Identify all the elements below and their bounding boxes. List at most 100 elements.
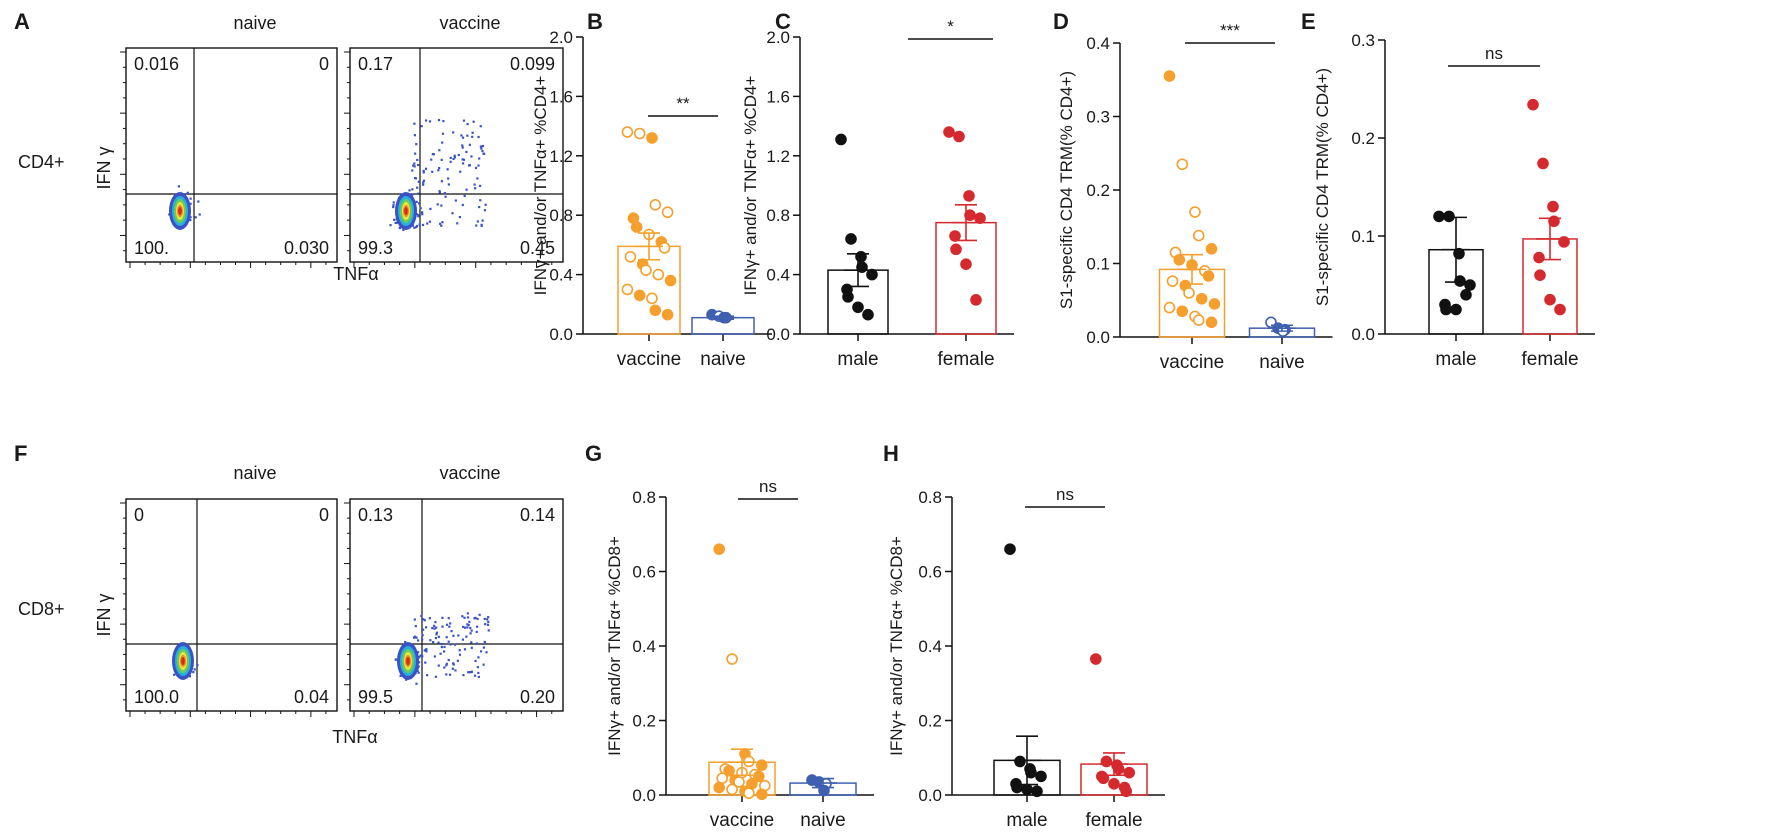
- event-dot: [422, 618, 425, 621]
- event-dot: [481, 149, 484, 153]
- figure-layer: A CD4+ IFN γ TNFα naive 0.016 0 100. 0.030 vaccin…: [14, 9, 1595, 831]
- error-bar: [1536, 217, 1564, 261]
- event-dot: [414, 625, 417, 628]
- event-dot: [428, 120, 432, 123]
- event-dot: [441, 141, 444, 144]
- flow-y-axis-label: IFN γ: [94, 147, 114, 190]
- event-dot: [418, 223, 421, 226]
- event-dot: [482, 646, 486, 649]
- event-dot: [408, 189, 411, 192]
- data-point: [1176, 158, 1189, 171]
- event-dot: [416, 158, 419, 162]
- significance-label: ***: [1220, 21, 1240, 40]
- event-dot: [442, 120, 445, 123]
- event-dot: [449, 156, 452, 160]
- bar-panel-G: G 0.0 0.2 0.4 0.6 0.8 IFNγ+ and/or TNFα+ %CD8+…: [585, 441, 874, 831]
- x-category-label: male: [1435, 349, 1476, 370]
- data-point: [1090, 653, 1102, 665]
- x-category-label: female: [937, 349, 994, 370]
- event-dot: [413, 162, 416, 165]
- event-dot: [443, 645, 446, 649]
- event-dot: [461, 203, 464, 207]
- event-dot: [462, 674, 465, 677]
- event-dot: [475, 630, 478, 634]
- y-tick-label: 0.4: [918, 637, 942, 656]
- data-point: [964, 209, 976, 221]
- event-dot: [429, 639, 432, 642]
- y-tick-label: 0.8: [918, 488, 942, 507]
- y-tick-label: 0.2: [918, 712, 942, 731]
- y-tick-label: 2.0: [549, 28, 573, 47]
- event-dot: [392, 205, 395, 209]
- event-dot: [417, 661, 421, 664]
- data-point: [1021, 783, 1033, 796]
- event-dot: [476, 617, 479, 621]
- event-dot: [392, 201, 395, 204]
- event-dot: [484, 623, 487, 626]
- error-bar: [728, 748, 756, 777]
- event-dot: [481, 144, 485, 148]
- panel-label: A: [14, 9, 30, 34]
- event-dot: [448, 625, 451, 628]
- event-dot: [421, 223, 425, 227]
- event-dot: [398, 226, 402, 229]
- data-point: [633, 127, 646, 140]
- panel-label: F: [14, 441, 27, 466]
- panel-label: H: [883, 441, 899, 466]
- y-tick-label: 0.6: [632, 563, 656, 582]
- data-point: [1035, 770, 1047, 783]
- event-dot: [454, 669, 457, 672]
- event-dot: [186, 191, 189, 194]
- event-dot: [451, 212, 454, 215]
- event-dot: [477, 135, 480, 139]
- event-dot: [430, 158, 433, 161]
- event-dot: [426, 222, 429, 225]
- event-dot: [467, 671, 470, 674]
- flow-x-axis-label: TNFα: [332, 727, 377, 747]
- data-point: [1527, 98, 1539, 111]
- data-point: [1163, 70, 1176, 82]
- event-dot: [389, 224, 392, 227]
- event-dot: [439, 222, 442, 225]
- event-dot: [452, 634, 455, 637]
- quadrant-upper-right: 0: [319, 505, 329, 525]
- density-contour: [181, 657, 185, 665]
- event-dot: [420, 614, 423, 618]
- y-tick-label: 0.2: [632, 712, 656, 731]
- x-category-label: naive: [1259, 352, 1304, 373]
- event-dot: [483, 640, 486, 644]
- event-dot: [413, 134, 416, 137]
- y-tick-label: 1.6: [549, 87, 573, 106]
- y-tick-label: 0.0: [549, 325, 573, 344]
- event-dot: [434, 675, 437, 678]
- event-dot: [461, 615, 464, 618]
- data-point: [661, 308, 674, 321]
- error-bar: [1268, 324, 1296, 332]
- event-dot: [448, 673, 452, 676]
- y-tick-label: 0.8: [632, 488, 656, 507]
- event-dot: [457, 153, 460, 157]
- event-dot: [463, 648, 467, 651]
- data-point: [621, 126, 634, 138]
- event-dot: [399, 674, 402, 678]
- flow-plot-title: vaccine: [439, 13, 500, 33]
- x-category-label: female: [1521, 349, 1578, 370]
- event-dot: [417, 671, 420, 674]
- event-dot: [473, 183, 476, 186]
- data-point: [649, 304, 662, 317]
- data-point: [755, 759, 768, 772]
- y-tick-label: 0.2: [1351, 129, 1375, 148]
- event-dot: [472, 120, 475, 123]
- event-dot: [413, 618, 416, 621]
- event-dot: [417, 180, 420, 183]
- data-point: [646, 132, 658, 144]
- y-axis-label: IFNγ+ and/or TNFα+ %CD4+: [531, 76, 550, 296]
- event-dot: [197, 200, 200, 203]
- event-dot: [461, 638, 465, 641]
- error-bar: [1178, 253, 1206, 285]
- data-point: [755, 788, 768, 801]
- event-dot: [411, 193, 414, 196]
- event-dot: [461, 162, 465, 165]
- data-point: [658, 242, 671, 254]
- event-dot: [471, 131, 474, 134]
